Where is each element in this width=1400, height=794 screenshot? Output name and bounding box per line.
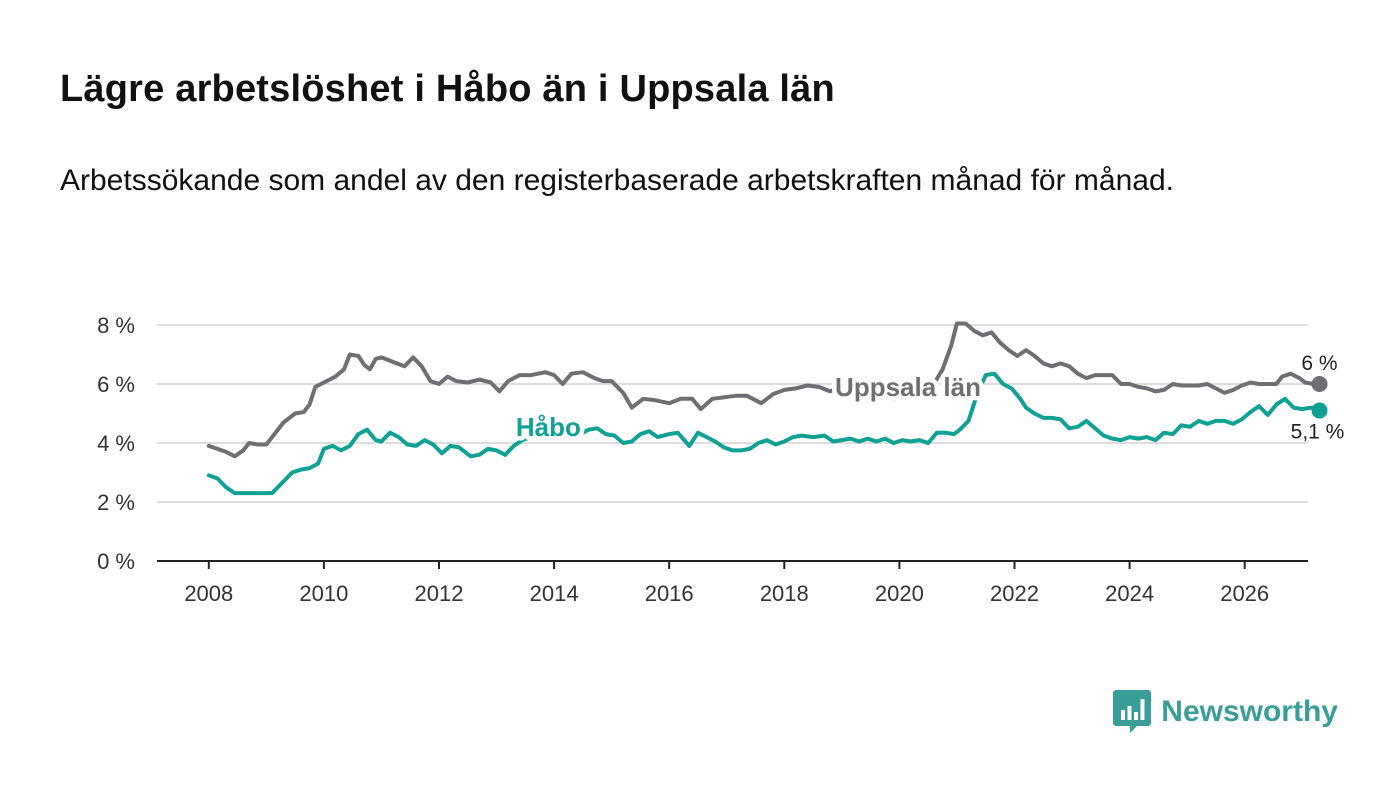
x-tick-label: 2020 [875,581,924,606]
x-tick-label: 2018 [760,581,809,606]
page-title: Lägre arbetslöshet i Håbo än i Uppsala l… [60,68,835,110]
uppsala-series-label: Uppsala län [835,372,981,402]
y-tick-label: 4 % [97,431,135,456]
x-tick-label: 2010 [299,581,348,606]
habo-series-label: Håbo [516,412,581,442]
y-tick-label: 6 % [97,372,135,397]
uppsala-series-label-halo: Uppsala län [835,372,981,402]
x-tick-label: 2026 [1220,581,1269,606]
x-tick-label: 2014 [530,581,579,606]
y-axis-labels: 0 % 2 % 4 % 6 % 8 % [97,313,135,574]
habo-series-label-halo: Håbo [516,412,581,442]
uppsala-line [206,321,1322,459]
x-tick-label: 2012 [415,581,464,606]
habo-end-marker [1311,402,1328,419]
y-tick-label: 8 % [97,313,135,338]
page-subtitle: Arbetssökande som andel av den registerb… [60,164,1174,197]
brand-name: Newsworthy [1161,695,1338,728]
y-tick-label: 0 % [97,549,135,574]
grid-lines [157,324,1308,503]
x-tick-label: 2022 [990,581,1039,606]
series-lines [206,321,1328,496]
brand-logo: Newsworthy [1113,690,1338,734]
uppsala-end-marker [1311,376,1328,392]
habo-line [206,371,1322,496]
line-chart: 0 % 2 % 4 % 6 % 8 % 2008 2010 2012 2014 2016 2018… [97,313,1345,606]
x-axis: 2008 2010 2012 2014 2016 2018 2020 2022 2024 2026 [157,560,1308,606]
x-tick-label: 2016 [645,581,694,606]
uppsala-end-label: 6 % [1301,352,1337,375]
y-tick-label: 2 % [97,490,135,515]
x-tick-label: 2024 [1105,581,1154,606]
habo-end-label: 5,1 % [1291,421,1345,444]
newsworthy-logo-icon [1113,690,1152,733]
x-tick-label: 2008 [184,581,233,606]
